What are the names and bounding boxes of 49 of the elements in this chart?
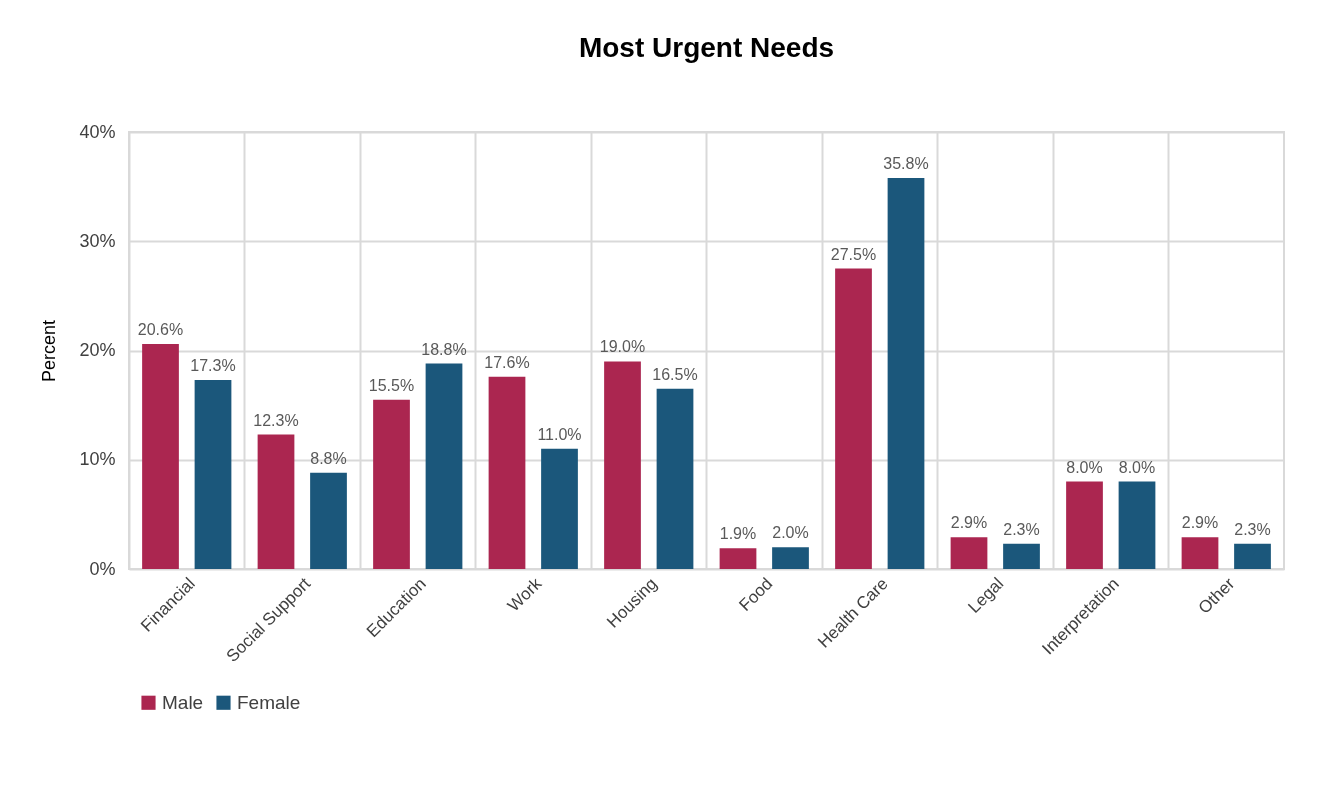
y-tick-label: 20% [79,340,116,360]
data-label: 20.6% [137,320,184,338]
bar [1066,481,1103,569]
bar [425,363,463,569]
bar [719,548,757,569]
data-label: 2.9% [950,514,988,532]
data-label: 19.0% [599,338,646,356]
data-label: 17.3% [190,357,236,374]
data-label: 11.0% [537,425,582,443]
legend-label: Female [237,691,301,713]
chart-title: Most Urgent Needs [578,32,835,63]
y-axis-title: Percent [39,319,60,383]
y-tick-label: 10% [79,449,116,470]
data-label: 8.0% [1118,458,1156,476]
y-tick-label: 40% [79,121,116,142]
bar [541,448,578,569]
data-label: 2.9% [1181,514,1219,532]
bar [656,388,694,569]
bar [310,472,347,569]
bar [887,177,925,569]
bar [835,268,872,569]
bar [488,376,526,569]
bar [604,361,641,569]
bar [1003,543,1040,569]
data-label: 15.5% [368,376,415,394]
data-label: 8.8% [310,449,347,467]
data-label: 2.0% [772,524,809,542]
data-label: 2.3% [1234,520,1271,538]
data-label: 27.5% [830,245,877,263]
bar [257,434,295,569]
y-tick-label: 0% [89,558,116,579]
bar [772,547,809,569]
data-label: 16.5% [652,365,698,383]
bar [1181,537,1219,569]
data-label: 35.8% [883,154,929,172]
bar [194,380,232,569]
bar [1234,543,1271,569]
data-label: 8.0% [1066,458,1103,476]
y-tick-label: 30% [79,230,116,251]
data-label: 18.8% [421,340,467,358]
legend-label: Male [162,691,204,713]
bar [950,537,988,569]
bar [142,343,179,569]
data-label: 12.3% [253,411,299,429]
bar [373,399,410,569]
data-label: 2.3% [1003,520,1040,538]
bar [1118,481,1156,569]
data-label: 1.9% [719,525,757,543]
data-label: 17.6% [484,353,530,371]
